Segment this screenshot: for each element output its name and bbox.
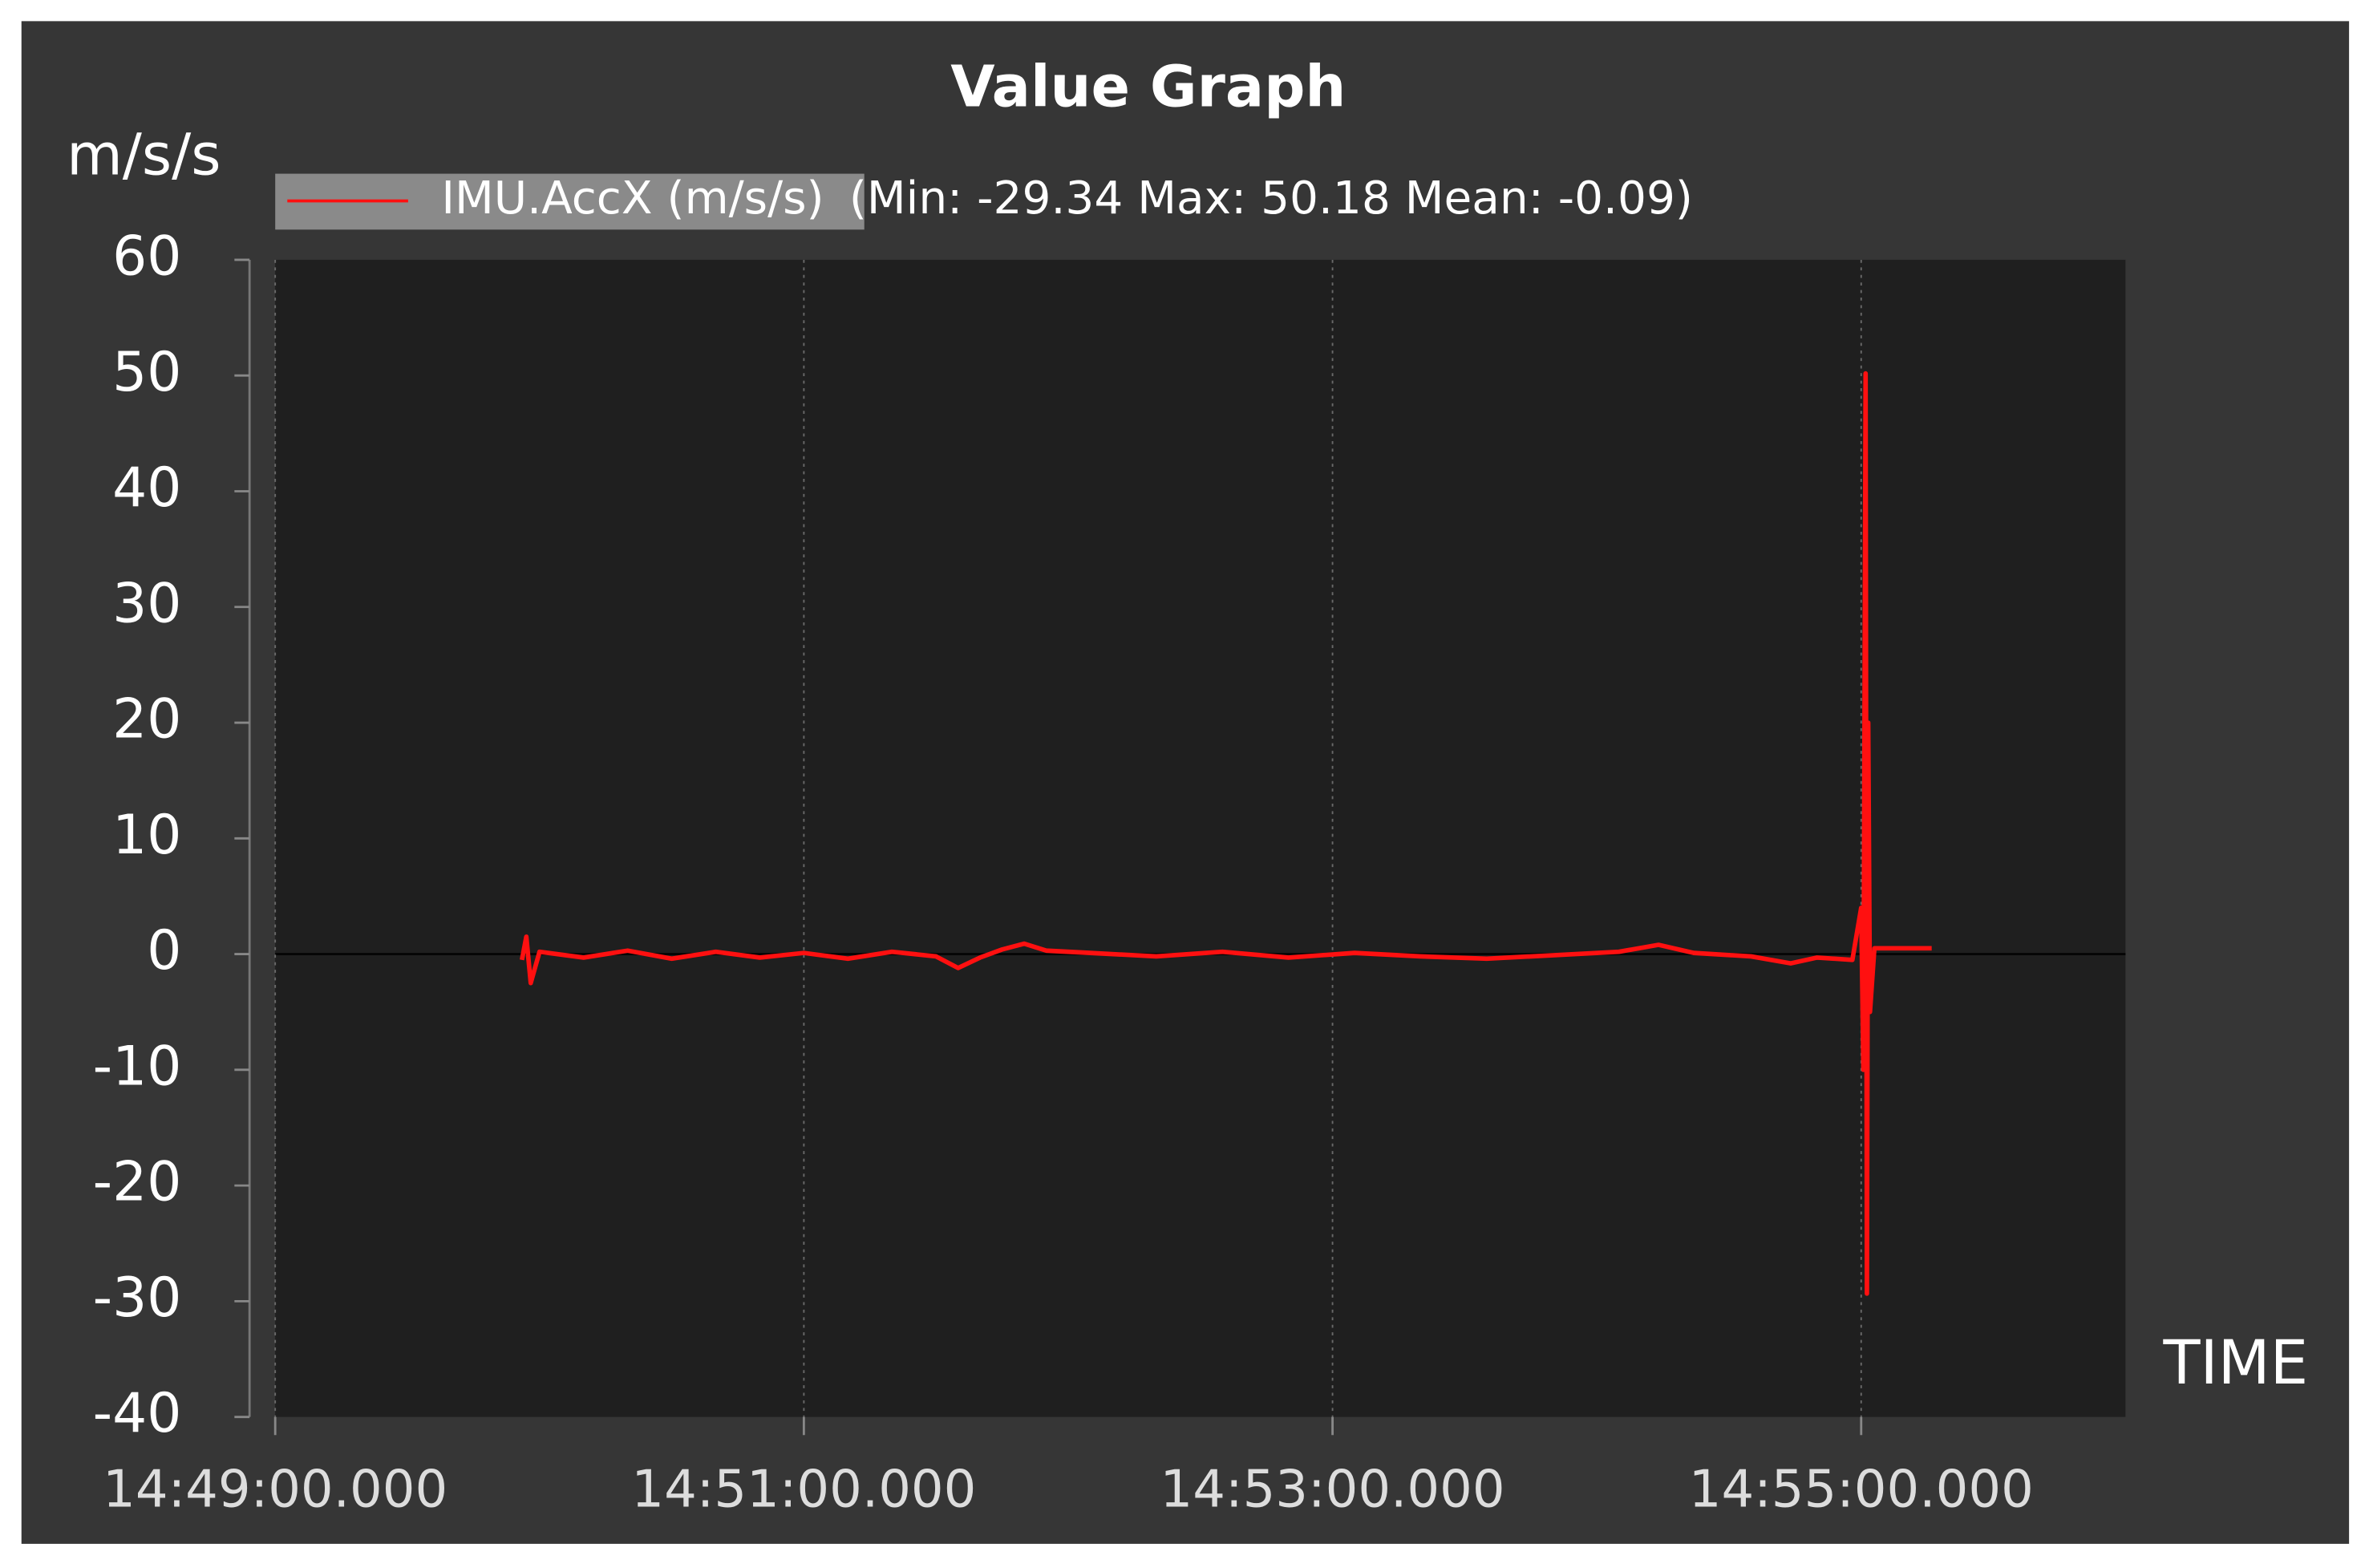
legend-entry: IMU.AccX (m/s/s) <box>441 172 824 225</box>
y-tick-label: 10 <box>112 803 181 866</box>
x-axis-label: TIME <box>2162 1327 2308 1398</box>
x-tick-label: 14:53:00.000 <box>1160 1460 1505 1519</box>
y-tick-label: -20 <box>93 1150 182 1213</box>
chart-title: Value Graph <box>950 54 1346 120</box>
y-tick-label: 30 <box>112 571 181 634</box>
y-axis-label: m/s/s <box>67 121 221 188</box>
plot-area <box>275 259 2126 1417</box>
y-tick-label: 60 <box>112 224 181 287</box>
y-tick-label: 0 <box>147 918 181 982</box>
x-tick-label: 14:55:00.000 <box>1689 1460 2034 1519</box>
x-tick-label: 14:51:00.000 <box>631 1460 976 1519</box>
y-tick-label: 40 <box>112 456 181 519</box>
legend-stats: (Min: -29.34 Max: 50.18 Mean: -0.09) <box>849 172 1693 225</box>
y-tick-label: -10 <box>93 1034 182 1097</box>
y-tick-label: -40 <box>93 1381 182 1444</box>
data-line <box>520 371 1932 1296</box>
y-tick-label: 20 <box>112 687 181 751</box>
y-tick-label: 50 <box>112 340 181 403</box>
x-tick-label: 14:49:00.000 <box>103 1460 447 1519</box>
y-tick-label: -30 <box>93 1266 182 1329</box>
